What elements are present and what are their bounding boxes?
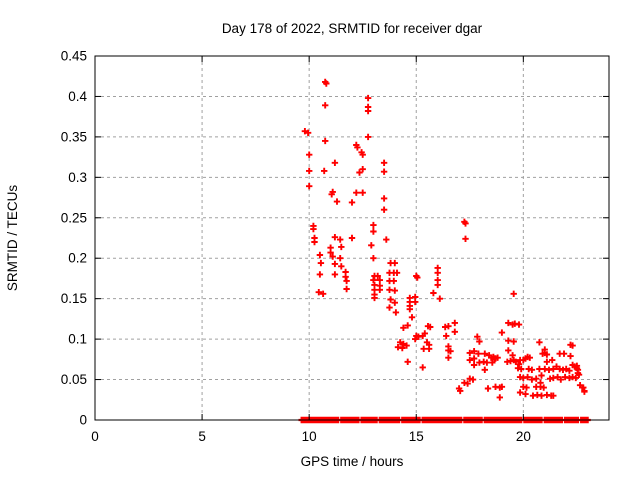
x-tick-label: 20: [516, 429, 531, 444]
y-tick-label: 0.35: [61, 129, 87, 144]
y-tick-label: 0: [79, 413, 87, 428]
scatter-points: [301, 78, 588, 401]
plot-border: [94, 55, 610, 421]
y-tick-label: 0.45: [61, 49, 87, 64]
chart-title: Day 178 of 2022, SRMTID for receiver dga…: [222, 21, 483, 36]
tick-labels: 0 5 10 15 20 0 0.05 0.1 0.15 0.2 0.25 0.3 0.35 0.4 0.4…: [61, 49, 531, 445]
y-tick-label: 0.05: [61, 372, 87, 387]
y-tick-label: 0.1: [68, 332, 87, 347]
x-tick-label: 5: [198, 429, 206, 444]
x-tick-label: 10: [302, 429, 317, 444]
y-axis-label: SRMTID / TECUs: [5, 185, 20, 292]
data-points: [298, 78, 591, 424]
tick-marks: [94, 55, 609, 421]
y-tick-label: 0.4: [68, 89, 87, 104]
y-tick-label: 0.3: [68, 170, 87, 185]
y-tick-label: 0.25: [61, 210, 87, 225]
x-axis-label: GPS time / hours: [301, 454, 404, 469]
y-tick-label: 0.15: [61, 291, 87, 306]
y-tick-label: 0.2: [68, 251, 87, 266]
x-tick-label: 0: [91, 429, 99, 444]
x-tick-label: 15: [409, 429, 424, 444]
